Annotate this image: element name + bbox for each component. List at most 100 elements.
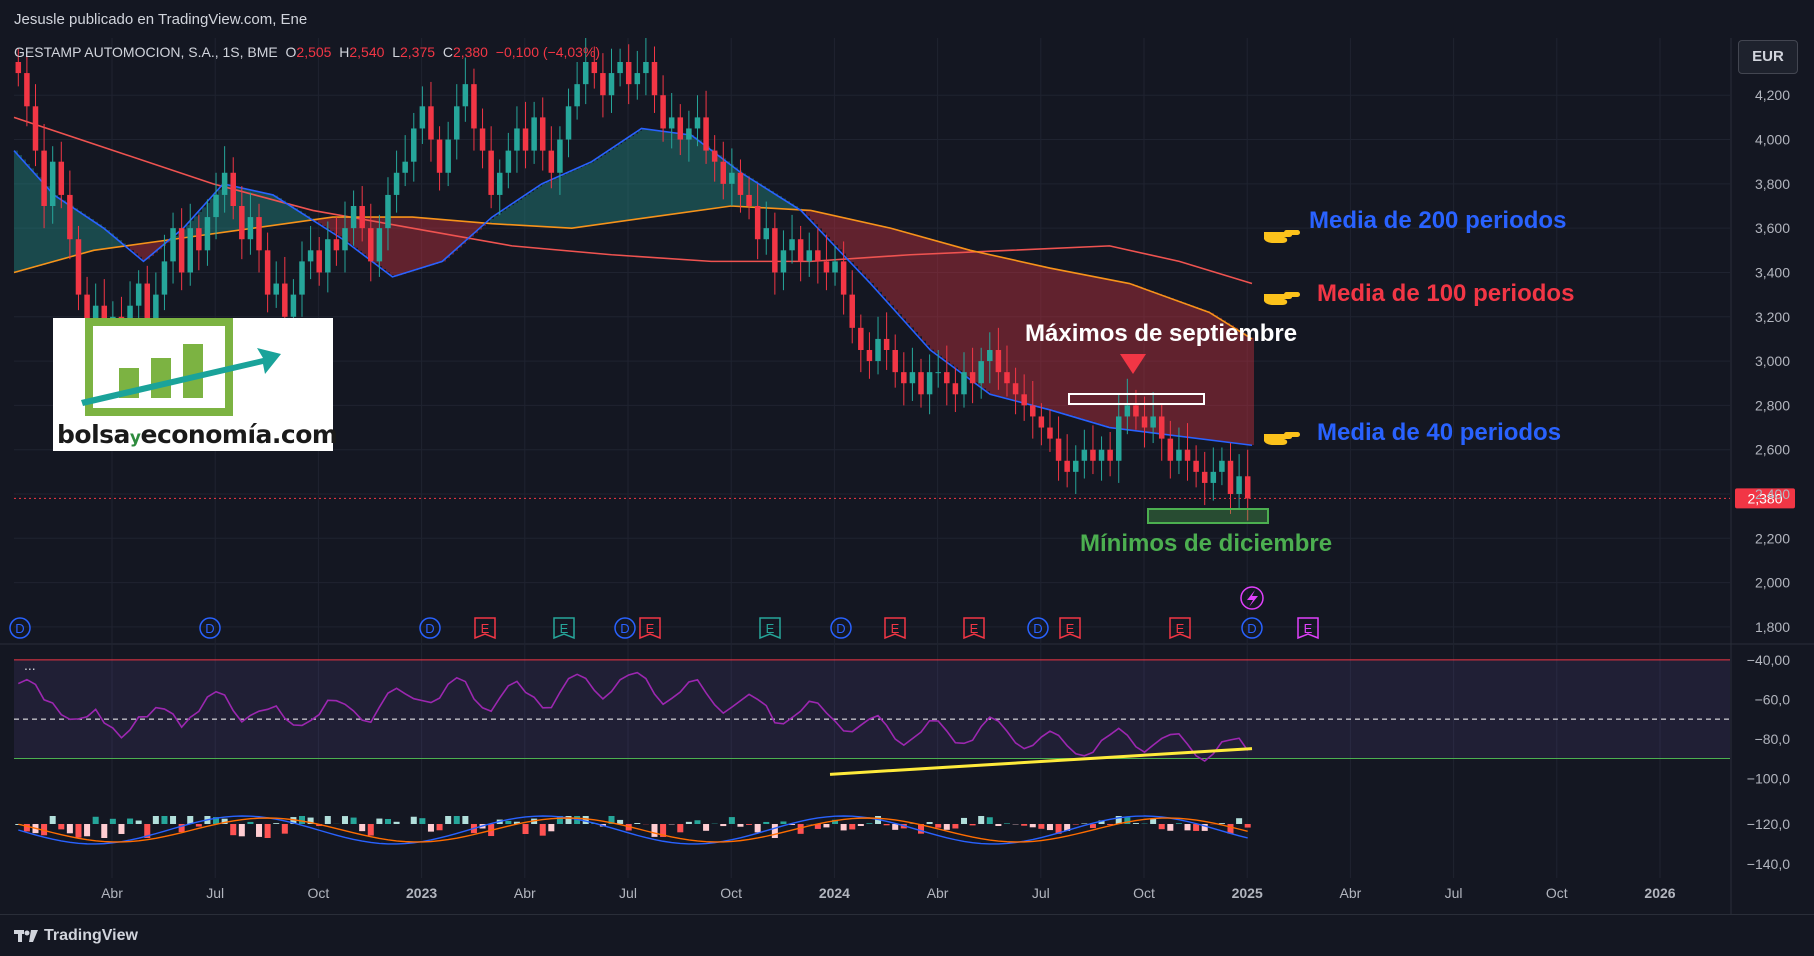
macd-histogram-bar bbox=[23, 824, 30, 832]
ma-cloud-segment bbox=[1210, 312, 1214, 441]
ma-cloud-segment bbox=[342, 217, 346, 239]
price-tick-label: 3,400 bbox=[1755, 264, 1790, 280]
candle-body bbox=[1055, 438, 1062, 461]
september-high-box bbox=[1068, 393, 1205, 405]
macd-histogram-bar bbox=[350, 817, 357, 824]
ma-cloud-segment bbox=[946, 243, 950, 362]
ma-cloud-segment bbox=[306, 215, 310, 221]
dividend-icon bbox=[1241, 617, 1263, 639]
dividend-marker: D bbox=[614, 617, 636, 639]
macd-histogram-bar bbox=[109, 818, 116, 824]
candle-body bbox=[273, 283, 279, 295]
ma-cloud-segment bbox=[1154, 292, 1158, 434]
macd-histogram-bar bbox=[849, 824, 856, 830]
time-tick-label: 2026 bbox=[1644, 885, 1675, 901]
earnings-icon bbox=[474, 617, 496, 640]
ma-cloud-segment bbox=[734, 167, 738, 207]
chart-canvas[interactable]: 2,380 D D D E E D E E D E E D E E D E ... 4,200 4,000 3,8… bbox=[0, 38, 1814, 914]
last-price-label: 2,380 bbox=[1747, 490, 1782, 506]
ma-cloud-segment bbox=[1238, 330, 1242, 444]
candle-body bbox=[144, 283, 151, 339]
currency-button[interactable]: EUR bbox=[1738, 40, 1798, 74]
annotation-max-sep: Máximos de septiembre bbox=[1025, 320, 1298, 347]
candle-body bbox=[668, 117, 675, 129]
ma-cloud-segment bbox=[1214, 315, 1218, 441]
macd-histogram-bar bbox=[986, 817, 993, 824]
ma-cloud-segment bbox=[98, 224, 102, 250]
tradingview-logo[interactable]: TradingView bbox=[14, 927, 138, 945]
marker-letter: D bbox=[620, 621, 629, 636]
ma-cloud-segment bbox=[1026, 262, 1030, 404]
ma-cloud-segment bbox=[474, 222, 478, 234]
rsi-trendline bbox=[829, 747, 1253, 776]
ma-cloud-segment bbox=[1178, 301, 1182, 437]
macd-histogram-bar bbox=[1098, 820, 1105, 824]
macd-signal-line bbox=[18, 817, 1248, 843]
dividend-marker: D bbox=[1027, 617, 1049, 639]
symbol-legend[interactable]: GESTAMP AUTOMOCION, S.A., 1S, BME O2,505… bbox=[14, 44, 600, 60]
pointing-hand-icon bbox=[1264, 432, 1300, 445]
macd-histogram-bar bbox=[703, 824, 710, 831]
candle-body bbox=[1141, 416, 1148, 428]
candle-body bbox=[1184, 449, 1191, 461]
ma-cloud-segment bbox=[1206, 311, 1210, 440]
ma-cloud-segment bbox=[506, 207, 510, 225]
ma-cloud-segment bbox=[222, 185, 226, 233]
ma-cloud-segment bbox=[614, 146, 618, 223]
candle-body bbox=[901, 372, 907, 384]
down-triangle-icon bbox=[1120, 354, 1146, 374]
candle-body bbox=[797, 239, 804, 262]
moving-average-lines bbox=[13, 116, 1253, 447]
ma-cloud-segment bbox=[1090, 275, 1094, 422]
candle-body bbox=[342, 228, 348, 251]
macd-histogram-bar bbox=[273, 823, 280, 824]
rsi-tick-label: −40,00 bbox=[1747, 652, 1790, 668]
macd-histogram-bar bbox=[617, 819, 624, 824]
candle-body bbox=[1150, 416, 1156, 428]
candle-body bbox=[67, 194, 73, 240]
macd-histogram-bar bbox=[556, 816, 563, 824]
earnings-icon bbox=[963, 617, 985, 640]
ma-cloud-segment bbox=[750, 178, 754, 208]
ma-cloud-segment bbox=[1046, 267, 1050, 409]
publisher-text: Jesusle publicado en TradingView.com, En… bbox=[14, 11, 308, 28]
ma-cloud-segment bbox=[1030, 263, 1034, 405]
macd-histogram-bar bbox=[969, 824, 976, 826]
macd-histogram-bar bbox=[1244, 824, 1251, 828]
pointing-hand-icon bbox=[1264, 230, 1300, 243]
ma-cloud-segment bbox=[570, 171, 574, 229]
macd-histogram-bar bbox=[462, 816, 469, 824]
candle-body bbox=[1038, 416, 1045, 428]
ma-cloud-segment bbox=[390, 217, 394, 276]
candle-body bbox=[170, 228, 176, 262]
ma-cloud-segment bbox=[1174, 299, 1178, 436]
candle-body bbox=[548, 150, 555, 173]
ma-cloud-segment bbox=[518, 199, 522, 226]
ma-cloud-segment bbox=[78, 211, 82, 255]
macd-histogram-bar bbox=[814, 824, 821, 829]
ma-cloud-segment bbox=[46, 186, 50, 264]
earnings-icon bbox=[1059, 617, 1081, 640]
candle-body bbox=[1064, 460, 1070, 472]
ma-cloud-segment bbox=[618, 144, 622, 222]
macd-histogram-bar bbox=[281, 824, 288, 834]
ma-cloud-segment bbox=[566, 173, 570, 228]
ma-cloud-segment bbox=[666, 131, 670, 216]
macd-histogram-bar bbox=[1175, 823, 1182, 824]
marker-letter: E bbox=[1066, 621, 1075, 636]
earnings-icon bbox=[639, 617, 661, 640]
macd-histogram-bar bbox=[754, 824, 761, 833]
ma-cloud-segment bbox=[502, 210, 506, 225]
ma-cloud-segment bbox=[402, 217, 406, 274]
ma-cloud-segment bbox=[1166, 296, 1170, 435]
candle-body bbox=[918, 372, 924, 395]
ma-cloud-segment bbox=[394, 217, 398, 277]
candle-body bbox=[325, 239, 331, 273]
ma-cloud-segment bbox=[510, 205, 514, 225]
ma-cloud-segment bbox=[718, 155, 722, 208]
ma-cloud-segment bbox=[702, 143, 706, 211]
earnings-icon bbox=[759, 617, 781, 640]
macd-histogram-bar bbox=[341, 816, 349, 824]
macd-histogram-bar bbox=[170, 816, 177, 824]
candle-body bbox=[746, 194, 752, 206]
